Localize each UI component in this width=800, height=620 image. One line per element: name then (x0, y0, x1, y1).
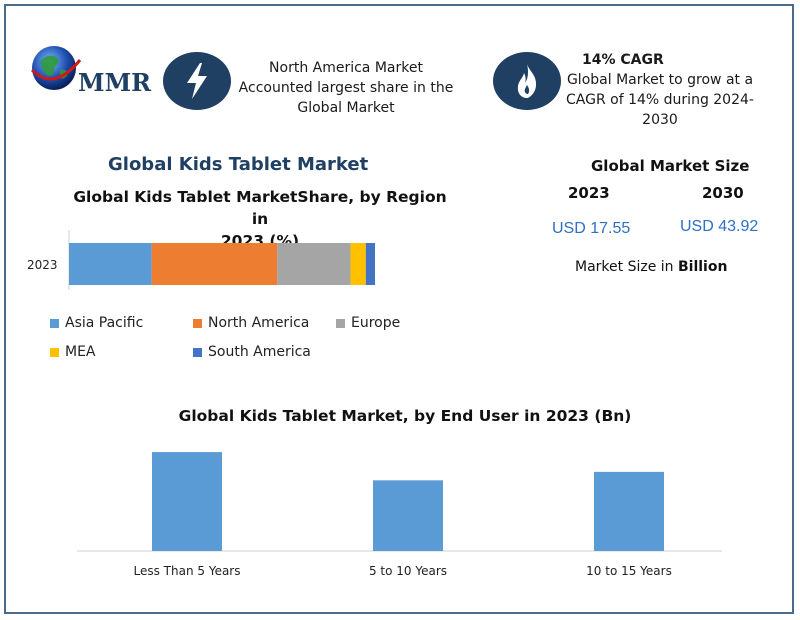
bar-segment-mea (350, 243, 366, 285)
x-tick-label: Less Than 5 Years (134, 564, 241, 578)
highlight-line: Accounted largest share in the (238, 80, 454, 96)
end-user-bar-chart: Less Than 5 Years 5 to 10 Years 10 to 15 Y… (77, 452, 722, 578)
x-tick-label: 5 to 10 Years (369, 564, 447, 578)
highlight-line: CAGR of 14% during 2024- (566, 92, 754, 108)
lightning-badge (163, 52, 231, 110)
highlight-line: Global Market to grow at a (566, 72, 754, 88)
globe-icon (30, 46, 82, 90)
legend-item-europe: Europe (336, 315, 400, 331)
market-size-year-2023: 2023 (568, 184, 610, 202)
mmr-logo: MMR (30, 40, 152, 110)
market-size-value-2030: USD 43.92 (680, 218, 759, 235)
region-stacked-bar-chart (68, 230, 375, 290)
bar-less-than-5-years (152, 452, 222, 551)
bar-segment-asia-pacific (69, 243, 152, 285)
main-title: Global Kids Tablet Market (108, 154, 369, 175)
legend-swatch (193, 347, 202, 357)
legend-item-asia-pacific: Asia Pacific (50, 315, 143, 331)
legend-item-mea: MEA (50, 344, 96, 360)
legend-label: South America (208, 344, 311, 360)
market-size-title: Global Market Size (591, 157, 750, 175)
unit-prefix: Market Size in (575, 259, 678, 275)
bar-segment-europe (277, 243, 351, 285)
legend-label: MEA (65, 344, 96, 360)
bar-segment-south-america (365, 243, 375, 285)
highlight-line: Global Market (297, 100, 395, 116)
bar-10-to-15-years (594, 471, 664, 551)
bar-segment-north-america (151, 243, 278, 285)
legend-swatch (50, 318, 59, 328)
flame-badge (493, 52, 561, 110)
logo-text: MMR (78, 68, 152, 97)
legend-swatch (336, 318, 345, 328)
market-size-year-2030: 2030 (702, 184, 744, 202)
x-tick-label: 10 to 15 Years (586, 564, 672, 578)
bar-5-to-10-years (373, 480, 443, 551)
legend-item-south-america: South America (193, 344, 311, 360)
legend-label: North America (208, 315, 310, 331)
flame-icon (517, 64, 537, 98)
market-size-unit: Market Size in Billion (575, 259, 727, 275)
end-user-chart-title: Global Kids Tablet Market, by End User i… (178, 407, 632, 425)
highlight-line: 2030 (642, 112, 678, 128)
cagr-heading: 14% CAGR (582, 52, 664, 68)
lightning-icon (187, 63, 207, 99)
market-size-value-2023: USD 17.55 (552, 220, 631, 237)
legend-label: Asia Pacific (65, 315, 144, 331)
legend-item-north-america: North America (193, 315, 309, 331)
legend-swatch (193, 318, 202, 328)
north-america-highlight: North America Market Accounted largest s… (236, 58, 456, 118)
cagr-highlight: 14% CAGR Global Market to grow at a CAGR… (560, 50, 760, 130)
legend-label: Europe (351, 315, 401, 331)
chart-title-line: Global Kids Tablet MarketShare, by Regio… (73, 188, 447, 228)
highlight-line: North America Market (269, 60, 423, 76)
region-category-label: 2023 (27, 258, 58, 272)
unit-bold: Billion (677, 259, 728, 275)
legend-swatch (50, 347, 59, 357)
